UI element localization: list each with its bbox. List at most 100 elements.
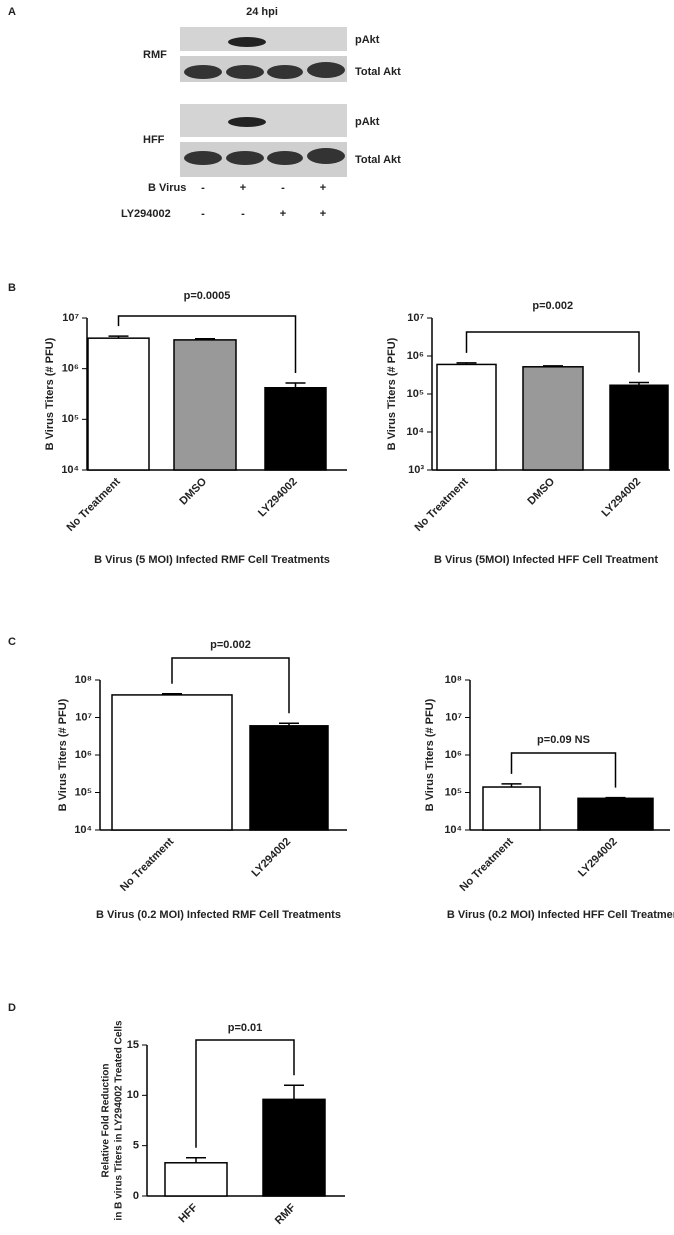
y-tick-label: 5 (133, 1140, 139, 1152)
x-tick-label: No Treatment (412, 475, 470, 533)
sign: + (320, 182, 326, 194)
x-tick-label: LY294002 (576, 836, 620, 880)
panel-label: A (8, 6, 16, 18)
y-tick-label: 10⁶ (445, 749, 462, 761)
y-tick-label: 10⁶ (62, 363, 79, 375)
y-tick-label: 10⁵ (75, 786, 92, 798)
x-axis-title: B Virus (5 MOI) Infected RMF Cell Treatm… (94, 554, 330, 566)
bar (522, 366, 584, 471)
sign: - (281, 182, 285, 194)
y-tick-label: 10⁷ (407, 312, 424, 324)
y-tick-label: 10⁷ (445, 711, 462, 723)
error-bar (284, 1084, 304, 1100)
y-tick-label: 10⁷ (62, 312, 79, 324)
panel-label: D (8, 1002, 16, 1014)
y-tick-label: 10⁵ (445, 786, 462, 798)
error-bar (605, 796, 626, 799)
error-bar (501, 783, 522, 788)
x-tick-label: HFF (177, 1201, 201, 1225)
error-bar (279, 722, 299, 726)
y-tick-label: 10⁷ (75, 711, 92, 723)
y-axis-title: in B virus Titers in LY294002 Treated Ce… (114, 1020, 125, 1221)
x-axis-title: B Virus (0.2 MOI) Infected RMF Cell Trea… (96, 909, 341, 921)
bar (577, 797, 654, 831)
sign: - (241, 208, 245, 220)
error-bar (162, 692, 182, 695)
blot-time: 24 hpi (246, 6, 278, 18)
cell-label: RMF (143, 49, 167, 61)
band (267, 151, 303, 165)
row-label: B Virus (148, 182, 186, 194)
x-tick-label: LY294002 (256, 476, 300, 520)
y-tick-label: 15 (127, 1039, 139, 1051)
y-tick-label: 10⁵ (62, 413, 79, 425)
y-axis-title: Relative Fold Reduction (101, 1064, 112, 1178)
band (226, 65, 264, 79)
bar (482, 786, 541, 831)
x-axis-title: B Virus (0.2 MOI) Infected HFF Cell Trea… (447, 909, 674, 921)
annotation: p=0.002 (210, 639, 251, 651)
x-axis-title: B Virus (5MOI) Infected HFF Cell Treatme… (434, 554, 658, 566)
band (184, 151, 222, 165)
cell-label: HFF (143, 134, 165, 146)
sign: + (320, 208, 326, 220)
significance-bracket (117, 315, 297, 374)
y-tick-label: 0 (133, 1190, 139, 1202)
y-axis-title: B Virus Titers (# PFU) (44, 337, 56, 450)
band-label: pAkt (355, 34, 380, 46)
bar (436, 363, 497, 471)
blot-image (180, 27, 347, 177)
band (226, 151, 264, 165)
x-tick-label: DMSO (177, 475, 209, 507)
annotation: p=0.002 (532, 300, 573, 312)
x-tick-label: No Treatment (64, 475, 122, 533)
error-bar (195, 337, 215, 340)
x-tick-label: DMSO (525, 475, 557, 507)
band (184, 65, 222, 79)
x-tick-label: RMF (273, 1201, 299, 1227)
band-label: pAkt (355, 116, 380, 128)
band-label: Total Akt (355, 66, 401, 78)
y-tick-label: 10⁸ (445, 674, 462, 686)
band (307, 148, 345, 164)
x-tick-label: No Treatment (118, 835, 176, 893)
y-tick-label: 10⁴ (444, 824, 462, 836)
x-tick-label: LY294002 (600, 476, 644, 520)
blot-strip (180, 27, 347, 51)
y-tick-label: 10⁶ (75, 749, 92, 761)
y-tick-label: 10⁵ (407, 388, 424, 400)
band (228, 117, 266, 127)
sign: - (201, 182, 205, 194)
band-label: Total Akt (355, 154, 401, 166)
y-tick-label: 10⁶ (407, 350, 424, 362)
bar (173, 339, 237, 471)
y-tick-label: 10⁴ (406, 426, 424, 438)
y-tick-label: 10⁴ (61, 464, 79, 476)
bar (264, 387, 327, 471)
panel-label: C (8, 636, 16, 648)
bar (262, 1098, 326, 1197)
significance-bracket (195, 1039, 295, 1148)
row-label: LY294002 (121, 208, 171, 220)
bar (164, 1162, 228, 1197)
significance-bracket (510, 752, 617, 788)
y-tick-label: 10⁸ (75, 674, 92, 686)
error-bar (456, 362, 477, 365)
annotation: p=0.01 (228, 1022, 263, 1034)
bar (249, 725, 329, 831)
y-axis-title: B Virus Titers (# PFU) (386, 337, 398, 450)
y-tick-label: 10⁴ (74, 824, 92, 836)
error-bar (629, 381, 649, 386)
band (228, 37, 266, 47)
bar (111, 694, 233, 831)
error-bar (543, 365, 563, 367)
sign: - (201, 208, 205, 220)
x-tick-label: No Treatment (457, 835, 515, 893)
panel-label: B (8, 282, 16, 294)
error-bar (108, 335, 129, 339)
y-tick-label: 10 (127, 1089, 139, 1101)
y-tick-label: 10³ (408, 464, 424, 476)
bar (609, 384, 669, 471)
annotation: p=0.09 NS (537, 734, 590, 746)
